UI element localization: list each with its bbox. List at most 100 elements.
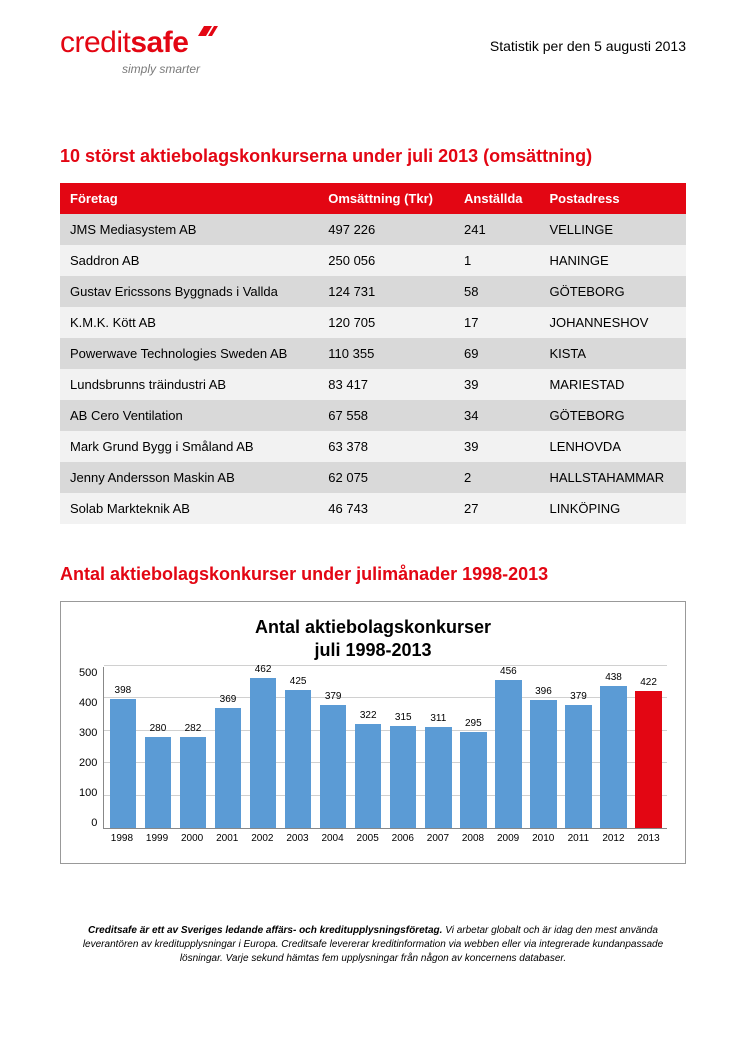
bar-value-label: 398 [109, 685, 137, 697]
table-cell: 83 417 [318, 369, 454, 400]
table-cell: Lundsbrunns träindustri AB [60, 369, 318, 400]
bar-slot: 425 [282, 690, 315, 828]
section2-title: Antal aktiebolagskonkurser under julimån… [60, 564, 686, 585]
table-cell: 62 075 [318, 462, 454, 493]
bar-slot: 311 [422, 727, 455, 828]
bar-slot: 315 [387, 726, 420, 828]
footer: Creditsafe är ett av Sveriges ledande af… [60, 924, 686, 966]
bar-slot: 462 [247, 678, 280, 828]
y-tick: 400 [79, 697, 97, 709]
stat-date: Statistik per den 5 augusti 2013 [490, 38, 686, 54]
x-tick: 2006 [386, 833, 419, 844]
bar-slot: 396 [527, 700, 560, 828]
bar-value-label: 379 [319, 691, 347, 703]
x-tick: 2007 [421, 833, 454, 844]
table-cell: 58 [454, 276, 539, 307]
bar-value-label: 438 [600, 672, 628, 684]
table-cell: KISTA [539, 338, 686, 369]
bar [495, 680, 521, 828]
bar-value-label: 456 [494, 666, 522, 678]
table-cell: 17 [454, 307, 539, 338]
bar [460, 732, 486, 828]
col-omsattning: Omsättning (Tkr) [318, 183, 454, 214]
x-tick: 2012 [597, 833, 630, 844]
bar [565, 705, 591, 828]
gridline [104, 665, 667, 666]
table-cell: GÖTEBORG [539, 276, 686, 307]
bar-slot: 322 [352, 724, 385, 828]
table-cell: 250 056 [318, 245, 454, 276]
bar-value-label: 396 [529, 686, 557, 698]
x-tick: 2010 [527, 833, 560, 844]
bar-slot: 295 [457, 732, 490, 828]
table-row: JMS Mediasystem AB497 226241VELLINGE [60, 214, 686, 245]
bar-value-label: 311 [424, 713, 452, 725]
bar [250, 678, 276, 828]
bankruptcy-table: Företag Omsättning (Tkr) Anställda Posta… [60, 183, 686, 524]
table-row: Lundsbrunns träindustri AB83 41739MARIES… [60, 369, 686, 400]
y-tick: 0 [91, 817, 97, 829]
table-cell: 34 [454, 400, 539, 431]
header: creditsafe simply smarter Statistik per … [60, 28, 686, 76]
bar-slot: 369 [212, 708, 245, 828]
table-cell: 241 [454, 214, 539, 245]
table-cell: 69 [454, 338, 539, 369]
x-axis: 1998199920002001200220032004200520062007… [103, 829, 667, 844]
bar [390, 726, 416, 828]
table-cell: Jenny Andersson Maskin AB [60, 462, 318, 493]
bar-slot: 422 [632, 691, 665, 828]
bar [215, 708, 241, 828]
table-cell: 27 [454, 493, 539, 524]
table-row: Saddron AB250 0561HANINGE [60, 245, 686, 276]
table-row: K.M.K. Kött AB120 70517JOHANNESHOV [60, 307, 686, 338]
table-cell: 39 [454, 369, 539, 400]
col-foretag: Företag [60, 183, 318, 214]
x-tick: 2008 [456, 833, 489, 844]
bar-value-label: 280 [144, 723, 172, 735]
page: creditsafe simply smarter Statistik per … [0, 0, 746, 996]
table-cell: 124 731 [318, 276, 454, 307]
table-cell: 67 558 [318, 400, 454, 431]
bar-value-label: 315 [389, 712, 417, 724]
bar-slot: 456 [492, 680, 525, 828]
table-cell: AB Cero Ventilation [60, 400, 318, 431]
footer-bold: Creditsafe är ett av Sveriges ledande af… [88, 925, 442, 936]
chart-area: 5004003002001000 39828028236946242537932… [79, 667, 667, 857]
bar [355, 724, 381, 828]
table-cell: 1 [454, 245, 539, 276]
table-cell: Saddron AB [60, 245, 318, 276]
x-tick: 2009 [492, 833, 525, 844]
table-cell: Powerwave Technologies Sweden AB [60, 338, 318, 369]
x-tick: 2005 [351, 833, 384, 844]
logo-wordmark: creditsafe [60, 28, 200, 58]
table-cell: HALLSTAHAMMAR [539, 462, 686, 493]
x-tick: 2001 [211, 833, 244, 844]
table-cell: LINKÖPING [539, 493, 686, 524]
table-cell: 120 705 [318, 307, 454, 338]
bar-value-label: 422 [635, 677, 663, 689]
logo-part-safe: safe [130, 26, 188, 59]
bar [635, 691, 661, 828]
logo: creditsafe simply smarter [60, 28, 200, 76]
bar-value-label: 462 [249, 664, 277, 676]
table-cell: Solab Markteknik AB [60, 493, 318, 524]
table-cell: JMS Mediasystem AB [60, 214, 318, 245]
table-row: Jenny Andersson Maskin AB62 0752HALLSTAH… [60, 462, 686, 493]
table-cell: 63 378 [318, 431, 454, 462]
bar [180, 737, 206, 828]
table-cell: HANINGE [539, 245, 686, 276]
logo-part-credit: credit [60, 26, 130, 59]
bar [320, 705, 346, 828]
plot-wrap: 3982802823694624253793223153112954563963… [103, 667, 667, 857]
x-tick: 2003 [281, 833, 314, 844]
bar [530, 700, 556, 828]
bar-value-label: 322 [354, 710, 382, 722]
table-cell: MARIESTAD [539, 369, 686, 400]
x-tick: 1999 [140, 833, 173, 844]
bar-slot: 379 [562, 705, 595, 828]
bar-value-label: 282 [179, 723, 207, 735]
y-tick: 200 [79, 757, 97, 769]
x-tick: 2011 [562, 833, 595, 844]
bar-slot: 438 [597, 686, 630, 828]
plot: 3982802823694624253793223153112954563963… [103, 667, 667, 829]
